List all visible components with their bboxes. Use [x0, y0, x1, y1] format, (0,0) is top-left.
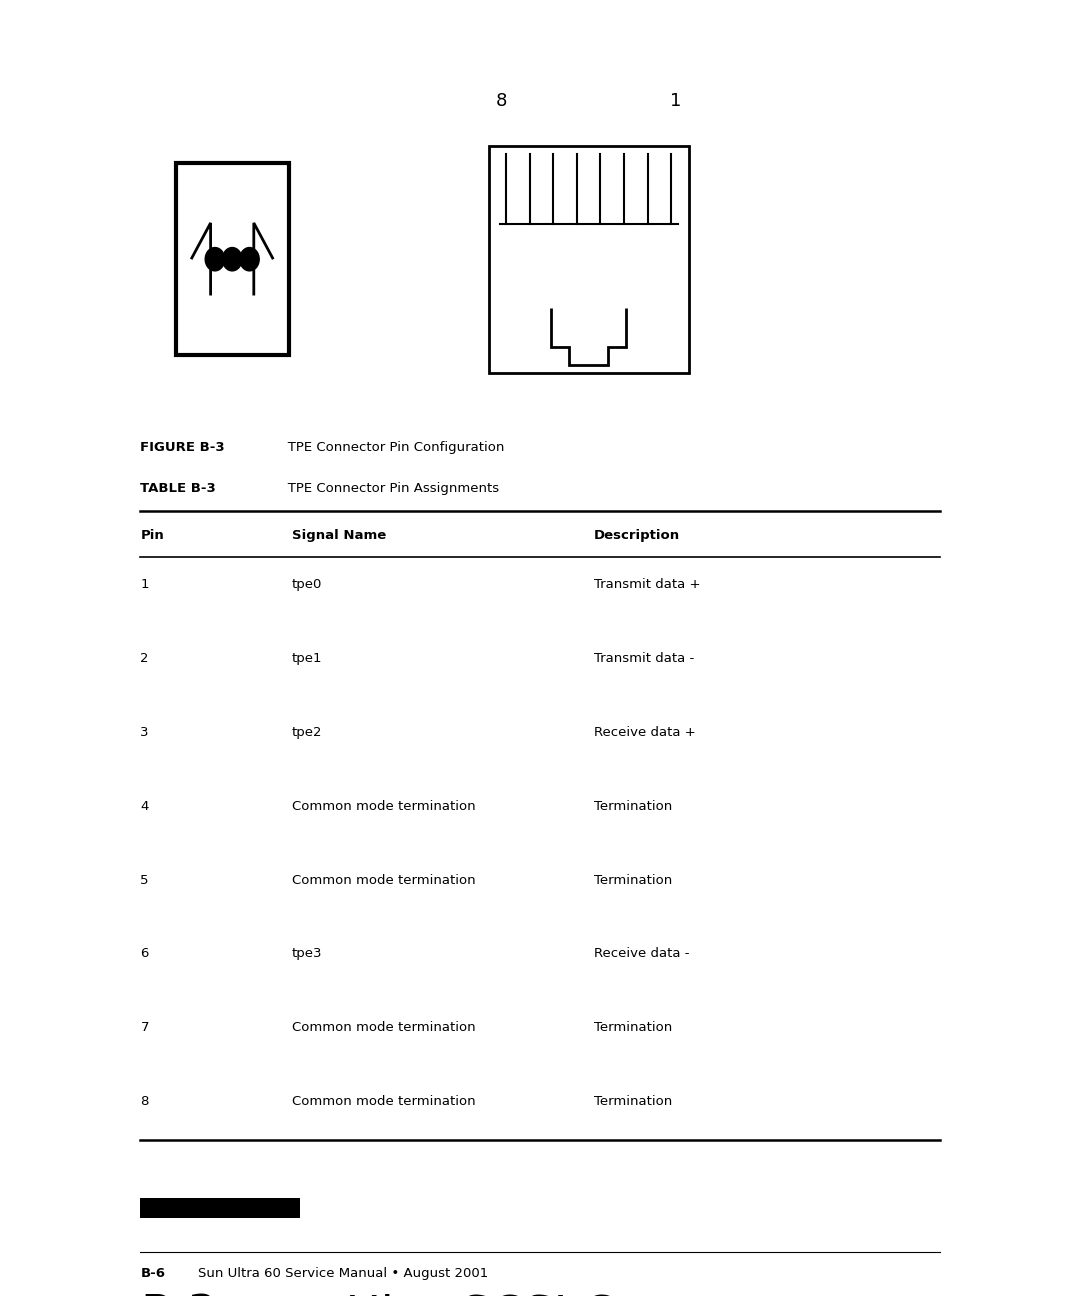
Text: Transmit data +: Transmit data +	[594, 578, 701, 591]
Text: Sun Ultra 60 Service Manual • August 2001: Sun Ultra 60 Service Manual • August 200…	[181, 1267, 488, 1280]
Text: Description: Description	[594, 529, 680, 542]
Circle shape	[222, 248, 242, 271]
Text: 5: 5	[140, 874, 149, 886]
Bar	[140, 1198, 300, 1218]
Text: Termination: Termination	[594, 1021, 672, 1034]
Polygon shape	[488, 146, 689, 373]
Text: FIGURE B-3: FIGURE B-3	[140, 441, 225, 454]
Text: Signal Name: Signal Name	[292, 529, 386, 542]
Text: Transmit data -: Transmit data -	[594, 652, 694, 665]
Circle shape	[205, 248, 225, 271]
Text: Receive data -: Receive data -	[594, 947, 689, 960]
Polygon shape	[175, 163, 289, 355]
Text: TPE Connector Pin Configuration: TPE Connector Pin Configuration	[275, 441, 504, 454]
Text: UltraSCSI Connector: UltraSCSI Connector	[346, 1293, 825, 1296]
Text: Pin: Pin	[140, 529, 164, 542]
Text: tpe0: tpe0	[292, 578, 322, 591]
Circle shape	[240, 248, 259, 271]
Text: TABLE B-3: TABLE B-3	[140, 482, 216, 495]
Text: 6: 6	[140, 947, 149, 960]
Text: tpe2: tpe2	[292, 726, 322, 739]
Text: B-6: B-6	[140, 1267, 165, 1280]
Text: 4: 4	[140, 800, 149, 813]
Text: 2: 2	[140, 652, 149, 665]
Text: Common mode termination: Common mode termination	[292, 800, 475, 813]
Text: 1: 1	[670, 92, 681, 110]
Text: Termination: Termination	[594, 874, 672, 886]
Text: B.3: B.3	[140, 1293, 218, 1296]
Text: Receive data +: Receive data +	[594, 726, 696, 739]
Text: 3: 3	[140, 726, 149, 739]
Text: Common mode termination: Common mode termination	[292, 874, 475, 886]
Text: tpe1: tpe1	[292, 652, 322, 665]
Text: tpe3: tpe3	[292, 947, 322, 960]
Text: Common mode termination: Common mode termination	[292, 1021, 475, 1034]
Text: Common mode termination: Common mode termination	[292, 1095, 475, 1108]
Text: Termination: Termination	[594, 800, 672, 813]
Text: TPE Connector Pin Assignments: TPE Connector Pin Assignments	[275, 482, 500, 495]
Text: 8: 8	[140, 1095, 149, 1108]
Text: 8: 8	[496, 92, 508, 110]
Text: 7: 7	[140, 1021, 149, 1034]
Text: 1: 1	[140, 578, 149, 591]
Text: Termination: Termination	[594, 1095, 672, 1108]
